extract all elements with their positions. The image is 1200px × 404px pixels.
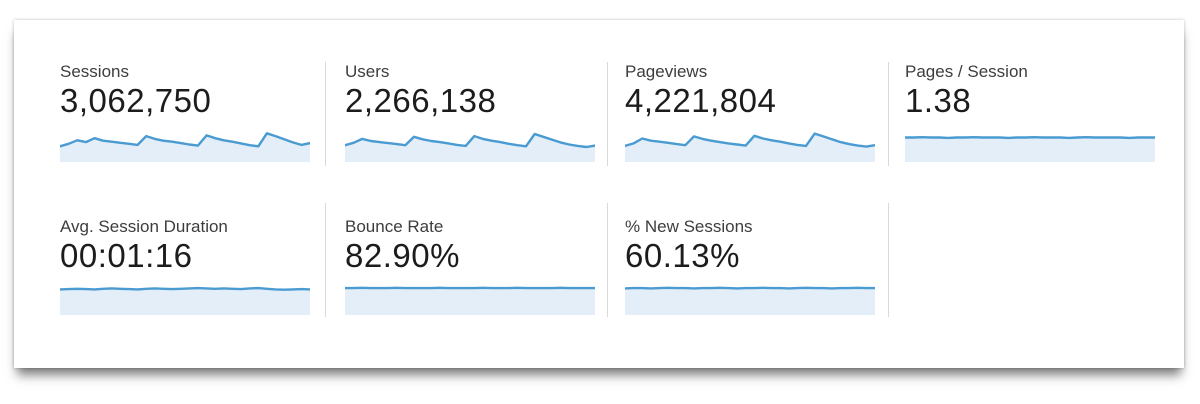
metric-label: Avg. Session Duration: [60, 217, 228, 236]
column-divider: [325, 62, 326, 166]
metric-value: 82.90%: [345, 237, 460, 274]
avg-session-duration-sparkline: [58, 283, 312, 315]
metric-label: Users: [345, 62, 390, 81]
metric-card-avg-session-duration[interactable]: Avg. Session Duration 00:01:16: [58, 217, 312, 315]
column-divider: [607, 62, 608, 166]
bounce-rate-sparkline: [343, 283, 597, 315]
users-sparkline: [343, 127, 597, 162]
metric-label: Sessions: [60, 62, 129, 81]
analytics-scorecard-panel: Sessions 3,062,750 Users 2,266,138 Pagev…: [14, 20, 1184, 368]
metric-card-pageviews[interactable]: Pageviews 4,221,804: [623, 62, 877, 162]
metric-card-pages-per-session[interactable]: Pages / Session 1.38: [903, 62, 1157, 162]
metric-value: 1.38: [905, 82, 972, 119]
column-divider: [888, 62, 889, 166]
metric-card-bounce-rate[interactable]: Bounce Rate 82.90%: [343, 217, 597, 315]
metric-card-new-sessions[interactable]: % New Sessions 60.13%: [623, 217, 877, 315]
metric-label: Pages / Session: [905, 62, 1028, 81]
new-sessions-sparkline: [623, 283, 877, 315]
column-divider: [607, 203, 608, 317]
metric-value: 00:01:16: [60, 237, 193, 274]
column-divider: [325, 203, 326, 317]
metric-card-sessions[interactable]: Sessions 3,062,750: [58, 62, 312, 162]
metric-value: 3,062,750: [60, 82, 212, 119]
metric-value: 2,266,138: [345, 82, 497, 119]
pageviews-sparkline: [623, 127, 877, 162]
sessions-sparkline: [58, 127, 312, 162]
pages-per-session-sparkline: [903, 127, 1157, 162]
metric-value: 4,221,804: [625, 82, 777, 119]
metric-label: % New Sessions: [625, 217, 753, 236]
metric-label: Pageviews: [625, 62, 708, 81]
metric-card-users[interactable]: Users 2,266,138: [343, 62, 597, 162]
column-divider: [888, 203, 889, 317]
metric-label: Bounce Rate: [345, 217, 444, 236]
metric-value: 60.13%: [625, 237, 740, 274]
